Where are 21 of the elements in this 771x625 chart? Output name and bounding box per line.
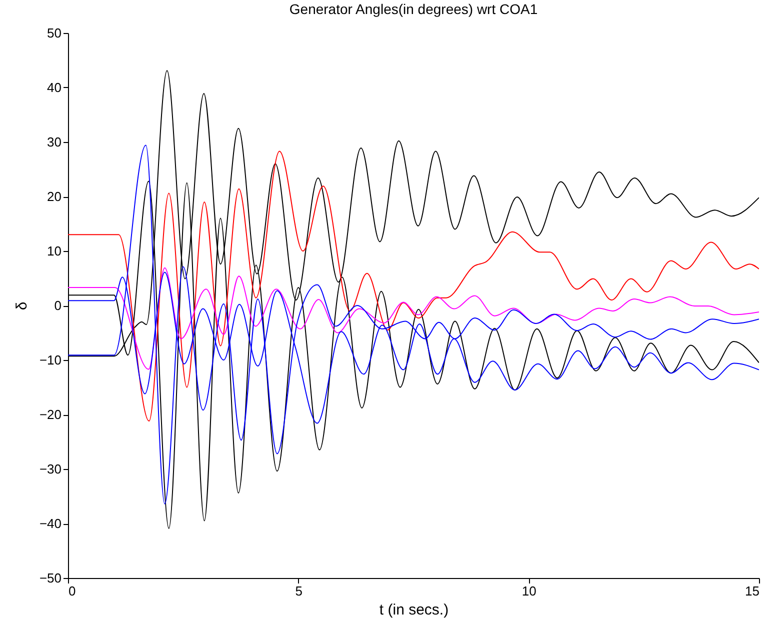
y-tick-label: −10 [39, 352, 62, 368]
line-series [68, 150, 759, 422]
y-tick-label: −50 [39, 570, 62, 586]
x-tick-label: 10 [522, 584, 536, 598]
line-series [68, 267, 759, 370]
y-tick-label: 0 [54, 298, 62, 313]
x-tick-label: 15 [745, 584, 760, 598]
y-tick-label: −40 [39, 516, 62, 531]
y-axis-title: δ [13, 302, 30, 310]
chart-title: Generator Angles(in degrees) wrt COA1 [289, 1, 538, 17]
y-tick-label: 50 [47, 26, 62, 40]
x-axis-title: t (in secs.) [379, 602, 449, 618]
y-tick-label: −20 [39, 407, 62, 422]
y-tick-label: 40 [47, 80, 62, 95]
y-tick-label: 30 [47, 134, 62, 150]
line-series [68, 144, 759, 504]
y-tick-label: 20 [47, 189, 62, 204]
x-tick-label: 0 [68, 584, 76, 598]
y-tick-label: −30 [39, 462, 62, 476]
y-tick-label: 10 [47, 244, 62, 258]
x-tick-label: 5 [295, 584, 302, 598]
